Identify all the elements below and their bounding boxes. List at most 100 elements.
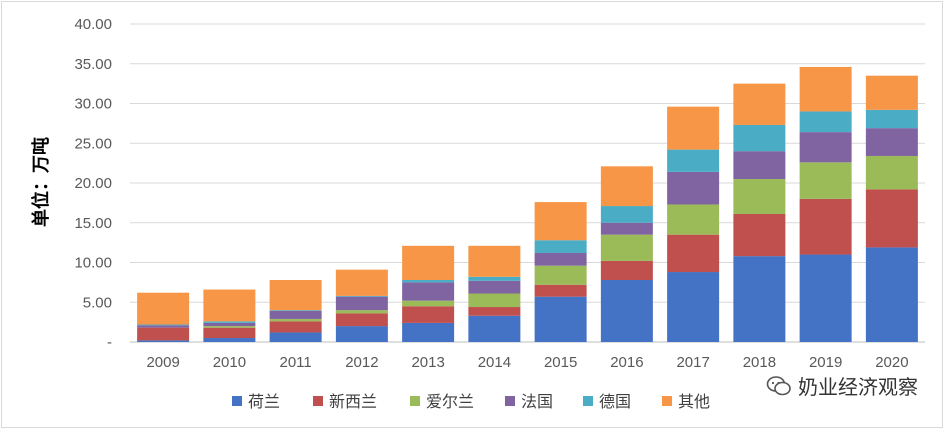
bar-segment [137,324,190,326]
bar-segment [137,292,190,325]
bar-segment [667,149,720,172]
bar-segment [534,202,587,241]
bar-segment [203,322,256,327]
bar-segment [534,252,587,266]
y-tick-label: 35.00 [74,56,112,73]
bar-segment [799,132,852,163]
x-tick-label: 2019 [809,354,842,371]
bar-segment [468,276,521,281]
bars [137,66,918,342]
bar-segment [335,269,388,296]
legend-swatch [583,396,593,406]
bar-segment [534,284,587,297]
bar-segment [402,300,455,307]
bar-segment [600,206,653,223]
bar-segment [269,310,322,319]
legend: 荷兰 新西兰 爱尔兰 法国 德国 其他 [232,392,710,411]
y-tick-label: 10.00 [74,255,112,272]
bar-segment [799,162,852,199]
bar-segment [534,265,587,285]
bar-segment [534,240,587,253]
y-tick-label: 15.00 [74,215,112,232]
legend-label: 德国 [599,392,631,411]
x-tick-label: 2017 [676,354,709,371]
y-axis-ticks: - 5.00 10.00 15.00 20.00 25.00 30.00 35.00 40.00 [74,16,112,351]
bar-segment [799,111,852,133]
bar-segment [534,296,587,342]
bar-segment [269,332,322,342]
bar-segment [269,318,322,322]
bar-segment [865,155,918,190]
bar-segment [600,222,653,235]
x-tick-label: 2009 [146,354,179,371]
x-tick-label: 2012 [345,354,378,371]
bar-segment [269,321,322,333]
watermark: 奶业经济观察 [766,371,918,400]
bar-segment [402,282,455,301]
bar-segment [203,327,256,339]
legend-swatch [313,396,323,406]
legend-swatch [505,396,515,406]
bar-segment [733,83,786,125]
x-tick-label: 2010 [213,354,246,371]
x-tick-label: 2018 [743,354,776,371]
bar-segment [865,189,918,248]
y-axis-label: 单位：万吨 [30,137,52,227]
bar-segment [137,340,190,342]
bar-segment [203,321,256,323]
bar-segment [600,166,653,207]
bar-segment [799,66,852,112]
bar-segment [799,254,852,342]
bar-segment [335,295,388,297]
legend-label: 法国 [521,392,553,411]
bar-segment [865,109,918,129]
bar-segment [733,179,786,215]
x-tick-label: 2016 [610,354,643,371]
watermark-text: 奶业经济观察 [798,375,918,399]
bar-segment [137,325,190,328]
bar-segment [667,171,720,205]
bar-segment [667,106,720,150]
bar-segment [667,204,720,235]
y-tick-label: 25.00 [74,135,112,152]
bar-segment [335,326,388,342]
legend-label: 其他 [678,392,710,411]
x-axis-ticks: 2009 2010 2011 2012 2013 2014 2015 2016 2017 2018… [146,354,908,371]
legend-label: 爱尔兰 [426,392,474,411]
legend-label: 新西兰 [329,392,377,411]
bar-segment [600,279,653,342]
y-tick-label: 30.00 [74,96,112,113]
bar-segment [468,245,521,277]
bar-segment [335,313,388,327]
x-tick-label: 2020 [875,354,908,371]
bar-segment [402,245,455,280]
x-tick-label: 2013 [411,354,444,371]
y-tick-label: 5.00 [83,294,112,311]
bar-segment [600,260,653,280]
bar-segment [137,327,190,341]
bar-segment [733,124,786,152]
bar-segment [269,279,322,311]
legend-swatch [232,396,242,406]
bar-segment [402,322,455,342]
y-tick-label: 20.00 [74,175,112,192]
bar-segment [865,75,918,110]
bar-segment [600,234,653,261]
x-tick-label: 2014 [478,354,511,371]
x-tick-label: 2015 [544,354,577,371]
bar-segment [468,315,521,342]
bar-segment [865,128,918,156]
bar-segment [468,293,521,308]
bar-segment [733,256,786,342]
y-tick-label: 40.00 [74,16,112,33]
bar-segment [733,151,786,180]
legend-swatch [410,396,420,406]
bar-segment [468,280,521,294]
bar-segment [203,289,256,322]
bar-segment [468,307,521,316]
bar-segment [667,272,720,342]
legend-swatch [662,396,672,406]
bar-segment [335,296,388,311]
